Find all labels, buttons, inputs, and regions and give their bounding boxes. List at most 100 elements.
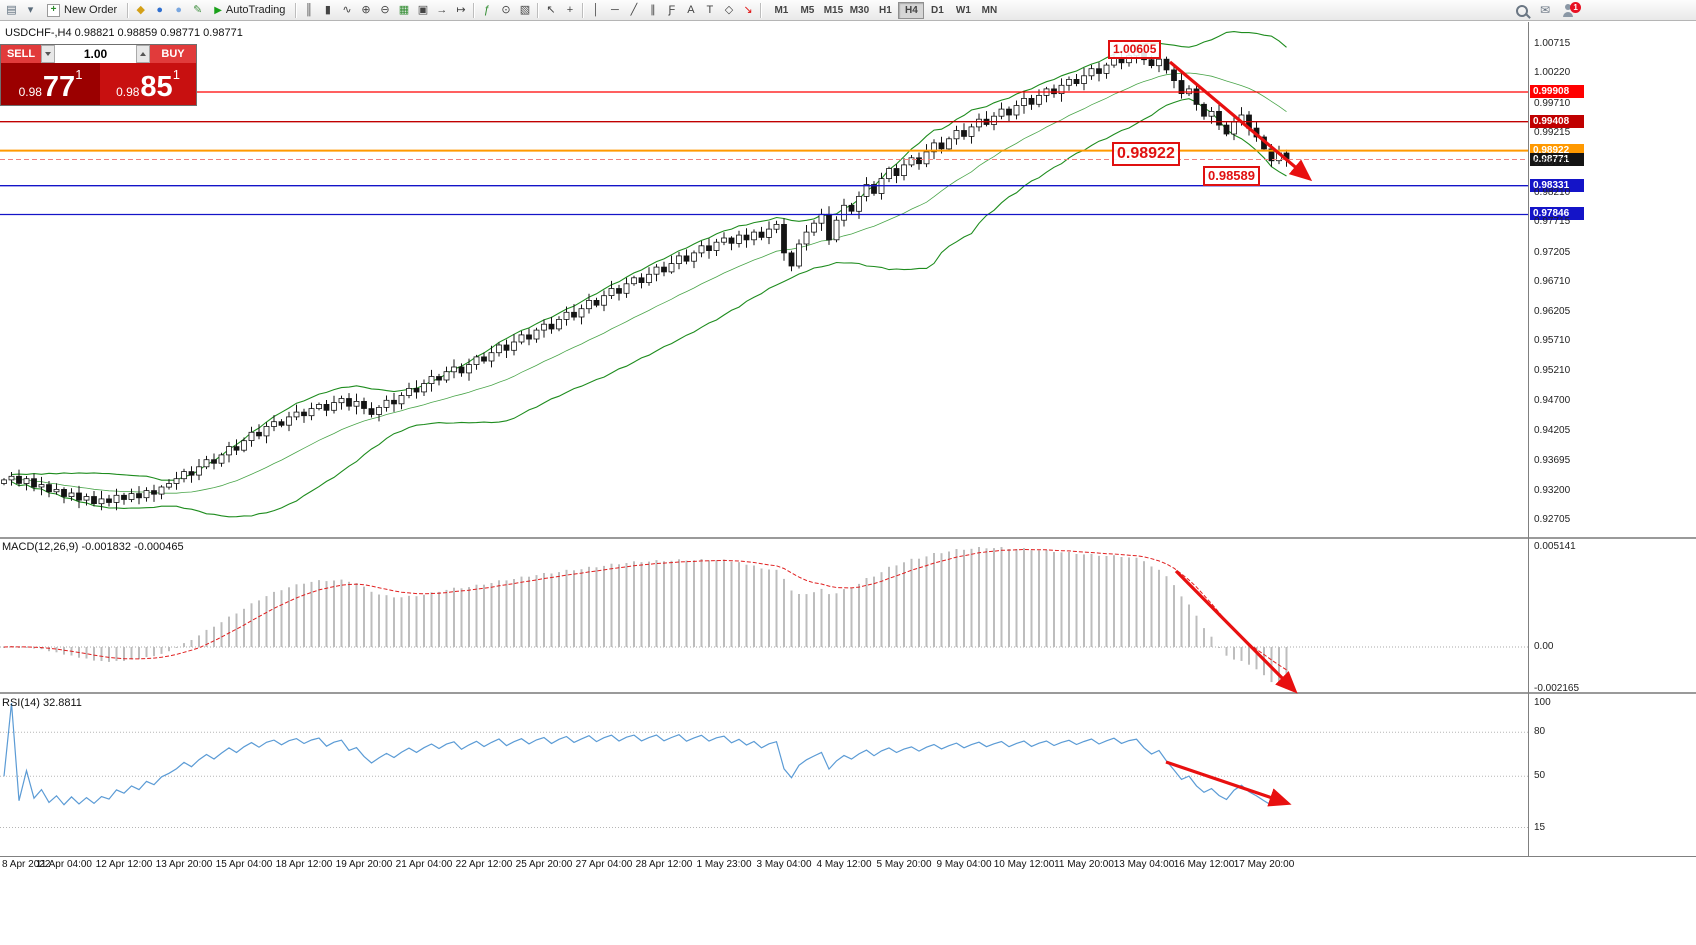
rsi-axis-value: 15 [1534, 821, 1546, 833]
auto-scroll-icon[interactable]: → [436, 3, 448, 16]
volume-up-button[interactable] [136, 45, 150, 63]
buy-price-area[interactable]: 0.98 85 1 [100, 63, 196, 105]
zoom-in-icon[interactable]: ⊕ [361, 3, 371, 16]
price-annotation-high[interactable]: 1.00605 [1108, 40, 1162, 59]
volume-input[interactable]: 1.00 [55, 45, 136, 63]
panel-resize-handle[interactable] [0, 537, 1696, 539]
volume-down-button[interactable] [41, 45, 55, 63]
text-label-icon[interactable]: T [706, 3, 714, 16]
cursor-icon[interactable]: ↖ [546, 3, 556, 16]
timeframe-mn[interactable]: MN [976, 2, 1002, 19]
timeframe-h1[interactable]: H1 [872, 2, 898, 19]
price-axis-tick: 0.94700 [1534, 395, 1571, 407]
text-icon[interactable]: A [687, 3, 695, 16]
triangle-up-icon [140, 52, 146, 56]
templates-icon[interactable]: ▧ [519, 3, 531, 16]
timeframe-m5[interactable]: M5 [794, 2, 820, 19]
time-axis-label: 21 Apr 04:00 [395, 859, 453, 870]
timeframe-m15[interactable]: M15 [820, 2, 846, 19]
profile-icon[interactable]: 1 [1562, 2, 1582, 17]
sell-button[interactable]: SELL [1, 45, 41, 63]
price-axis-tick: 0.98210 [1534, 186, 1571, 198]
toolbar-group-cursor: ↖ + [541, 2, 579, 19]
sell-price-prefix: 0.98 [18, 85, 42, 99]
current-price-tag: 0.98771 [1530, 152, 1584, 166]
time-axis-label: 1 May 23:00 [696, 859, 752, 870]
price-annotation-mid[interactable]: 0.98922 [1112, 142, 1180, 166]
new-order-icon: + [47, 3, 60, 17]
time-axis-label: 22 Apr 12:00 [455, 859, 513, 870]
timeframe-w1[interactable]: W1 [950, 2, 976, 19]
panel-resize-handle[interactable] [0, 692, 1696, 694]
horizontal-line-icon[interactable]: ─ [611, 3, 619, 16]
hline-price-tag: 0.97846 [1530, 207, 1584, 221]
fibonacci-icon[interactable]: Ƒ [668, 3, 676, 16]
mail-icon[interactable]: ✉ [1540, 3, 1551, 17]
metaeditor-icon[interactable]: ◆ [136, 3, 145, 16]
bar-chart-mode-icon[interactable]: ║ [305, 3, 313, 16]
price-axis-tick: 1.00715 [1534, 38, 1571, 49]
time-axis-label: 15 Apr 04:00 [215, 859, 273, 870]
notification-badge: 1 [1570, 2, 1582, 13]
time-axis-label: 8 Apr 2022 [2, 859, 51, 870]
price-axis-tick: 0.95710 [1534, 335, 1571, 347]
macd-axis-value: 0.00 [1534, 641, 1554, 652]
profiles-dropdown-icon[interactable]: ▾ [27, 3, 34, 16]
periods-icon[interactable]: ⊙ [501, 3, 511, 16]
equidistant-channel-icon[interactable]: ∥ [650, 3, 656, 16]
trendline-icon[interactable]: ╱ [630, 3, 638, 16]
price-axis-tick: 0.97715 [1534, 216, 1571, 228]
autotrading-button[interactable]: ▶ AutoTrading [207, 1, 292, 19]
chart-shift-icon[interactable]: ↦ [456, 3, 466, 16]
new-chart-icon[interactable]: ▤ [6, 3, 17, 16]
horizontal-level-lines[interactable] [0, 91, 1528, 216]
buy-price-big: 85 [140, 71, 173, 103]
toolbar-right-icons: ✉ 1 [1516, 0, 1582, 21]
time-axis-label: 10 May 12:00 [993, 859, 1055, 870]
vertical-line-icon[interactable]: │ [592, 3, 600, 16]
price-annotation-low[interactable]: 0.98589 [1203, 166, 1260, 187]
line-chart-mode-icon[interactable]: ∿ [342, 3, 352, 16]
buy-button[interactable]: BUY [150, 45, 196, 63]
zoom-out-icon[interactable]: ⊖ [380, 3, 390, 16]
macd-axis-value: 0.005141 [1534, 541, 1576, 552]
time-axis-label: 16 May 12:00 [1173, 859, 1235, 870]
arrange-windows-icon[interactable]: ▣ [417, 3, 429, 16]
sell-price-sup: 1 [75, 67, 83, 82]
time-axis-label: 27 Apr 04:00 [575, 859, 633, 870]
arrows-icon[interactable]: ↘ [743, 3, 753, 16]
candlestick-series [1, 43, 1290, 511]
sell-price-area[interactable]: 0.98 77 1 [1, 63, 100, 105]
toolbar-group-charts: ▤ ▾ [2, 2, 40, 19]
timeframe-d1[interactable]: D1 [924, 2, 950, 19]
timeframe-m1[interactable]: M1 [768, 2, 794, 19]
new-order-button[interactable]: + New Order [40, 1, 124, 19]
strategy-tester-icon[interactable]: ✎ [193, 3, 203, 16]
time-axis-label: 18 Apr 12:00 [275, 859, 333, 870]
toolbar-group-panels: ◆ ● ● ✎ [131, 2, 207, 19]
crosshair-icon[interactable]: + [566, 3, 574, 16]
price-axis-tick: 0.96710 [1534, 275, 1571, 287]
tile-windows-icon[interactable]: ▦ [398, 3, 410, 16]
time-axis-label: 9 May 04:00 [936, 859, 992, 870]
search-icon[interactable] [1516, 4, 1528, 17]
timeframe-h4[interactable]: H4 [898, 1, 925, 19]
price-axis-tick: 0.93200 [1534, 484, 1571, 496]
toolbar-group-chart-tools: ║ ▮ ∿ ⊕ ⊖ ▦ ▣ → ↦ [299, 2, 470, 19]
sell-price-big: 77 [42, 71, 76, 103]
time-axis-label: 11 Apr 04:00 [36, 859, 92, 870]
time-axis-label: 13 May 04:00 [1113, 859, 1175, 870]
shapes-icon[interactable]: ◇ [724, 3, 734, 16]
price-axis-tick: 0.92705 [1534, 513, 1571, 525]
toolbar-separator [537, 2, 539, 18]
candlestick-mode-icon[interactable]: ▮ [324, 3, 331, 16]
timeframe-m30[interactable]: M30 [846, 2, 872, 19]
navigator-icon[interactable]: ● [175, 3, 183, 16]
market-watch-icon[interactable]: ● [156, 3, 164, 16]
price-axis-tick: 0.94205 [1534, 424, 1571, 436]
main-toolbar: ▤ ▾ + New Order ◆ ● ● ✎ ▶ AutoTrading ║ ▮ ∿ ⊕ ⊖ ▦… [0, 0, 1696, 21]
indicators-icon[interactable]: ƒ [483, 3, 490, 16]
toolbar-group-indicators: ƒ ⊙ ▧ [477, 2, 534, 19]
